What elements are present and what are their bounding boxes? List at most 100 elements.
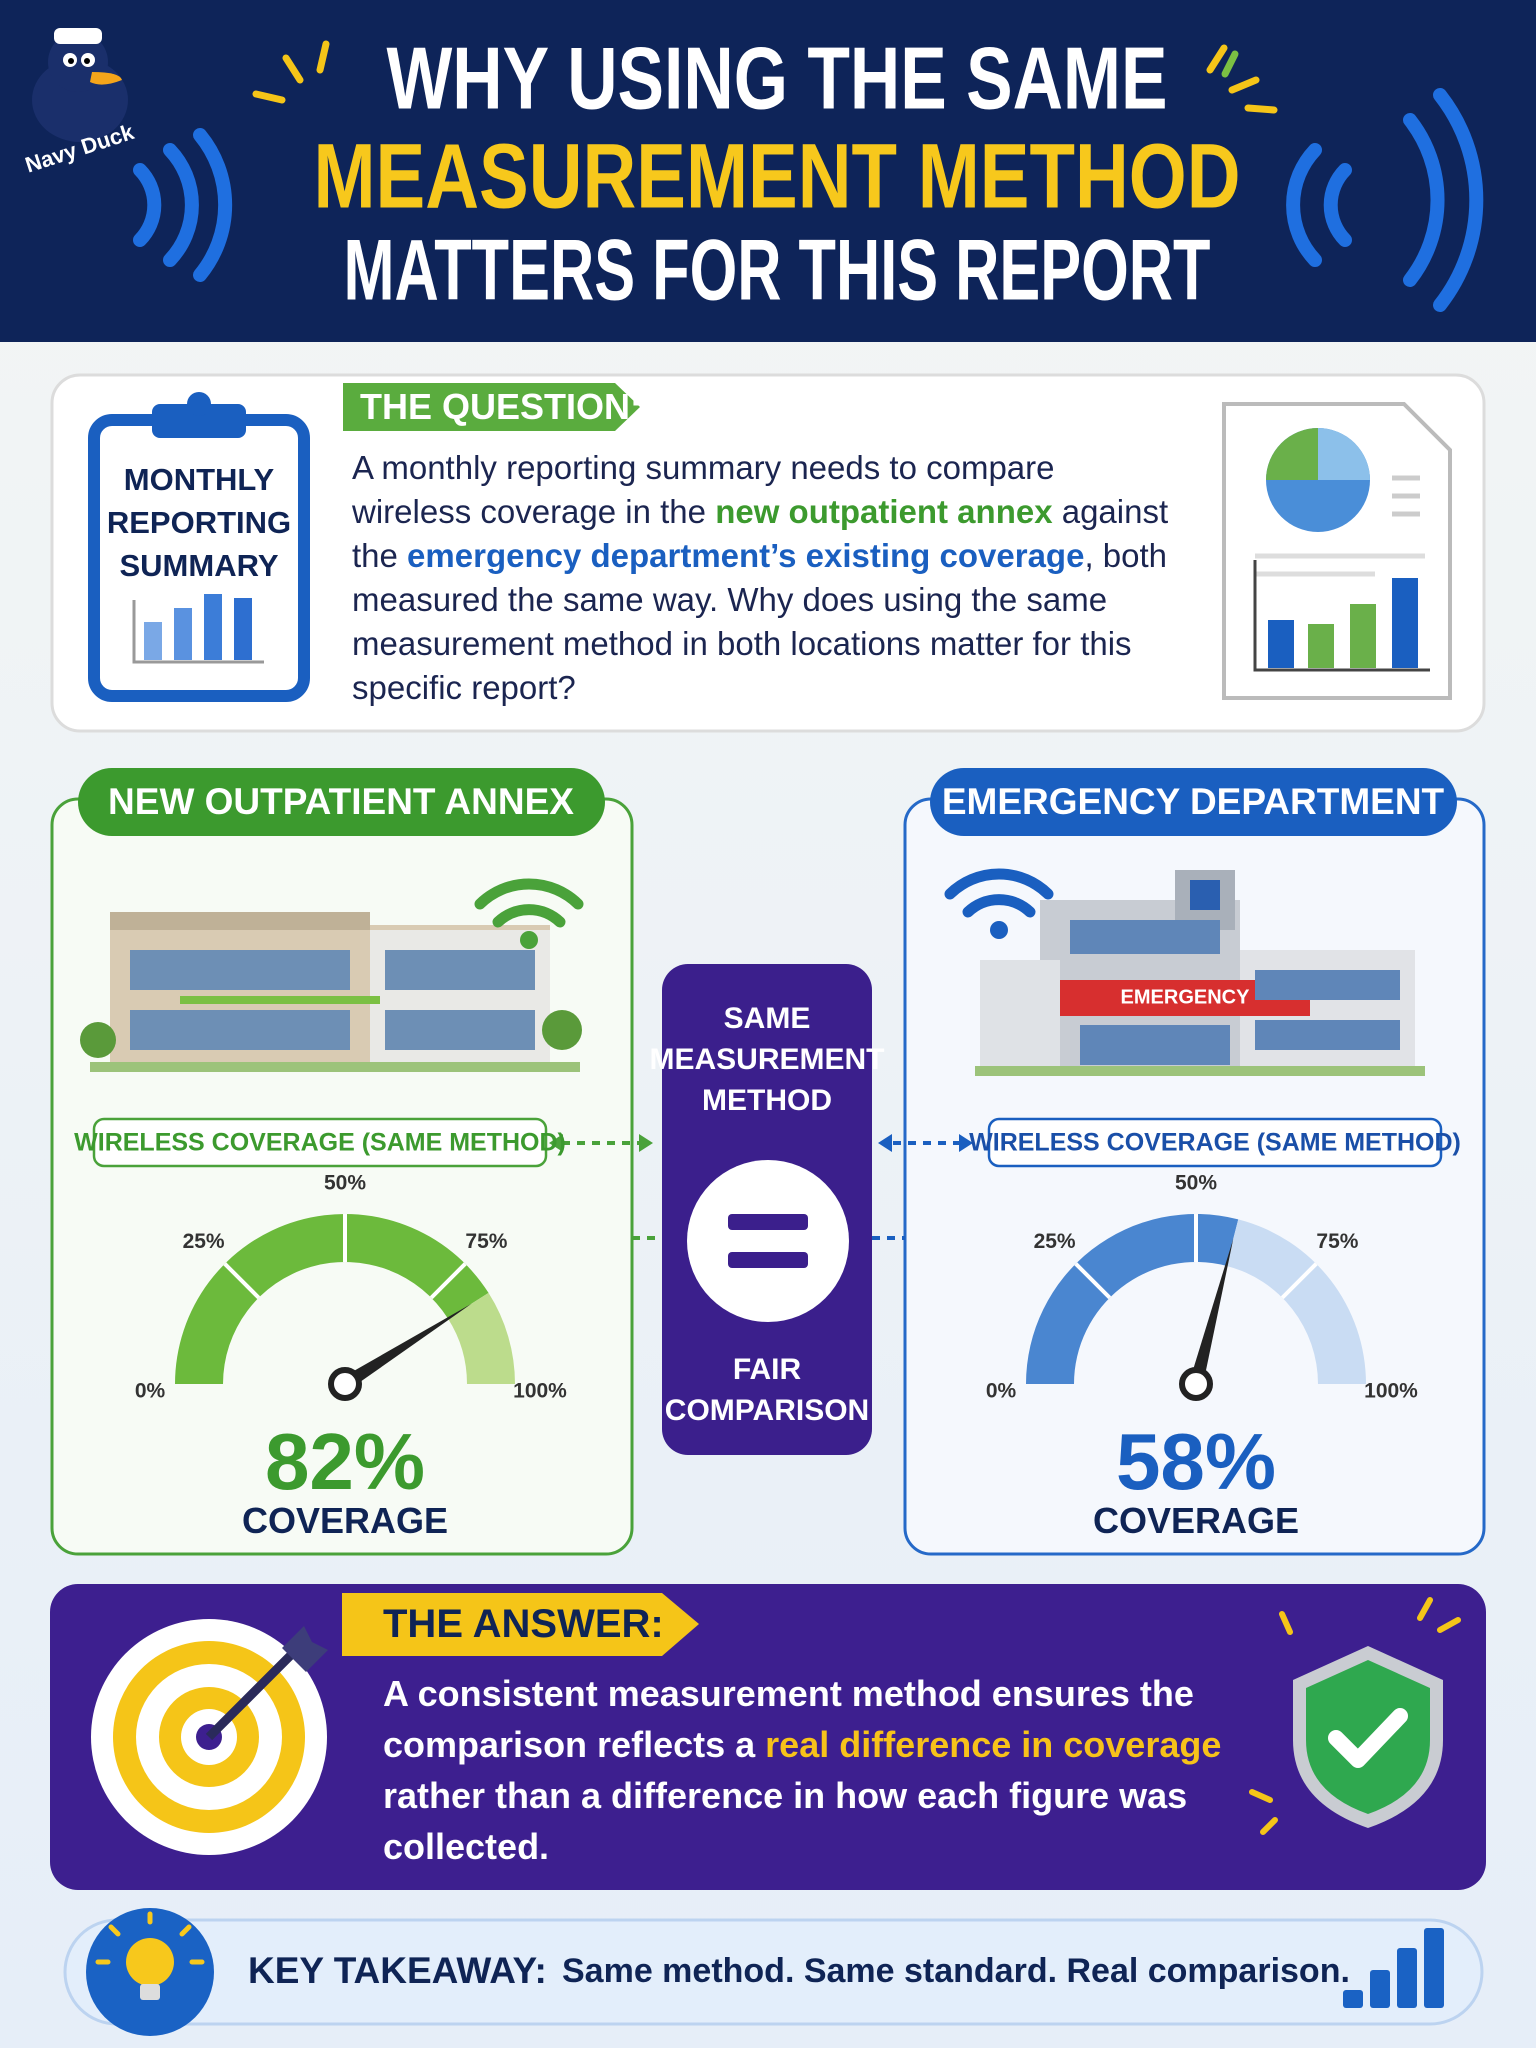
annex-building-part [542, 1010, 582, 1050]
emergency-building-part [1070, 920, 1400, 1065]
annex-building-part [130, 950, 535, 1050]
takeaway-bar-part [95, 1911, 205, 1965]
metric-pill-part [987, 1117, 1443, 1168]
question-heading: THE QUESTION: [360, 386, 643, 427]
annex-building-part-part [130, 1010, 350, 1050]
center-card-part [728, 1214, 808, 1230]
brand-logo [32, 28, 128, 142]
report-document-icon-part [1255, 553, 1425, 577]
emergency-wifi-icon-part [944, 868, 1054, 900]
emergency-building-part [1190, 880, 1220, 910]
text-segment: rather than a difference in how each fig… [383, 1775, 1188, 1867]
gauge-caption: COVERAGE [241, 1500, 449, 1541]
question-card [50, 373, 1486, 733]
center-card-part [687, 1160, 849, 1322]
emergency-wifi-icon-part [962, 894, 1036, 918]
report-document-icon-part [1268, 620, 1294, 668]
annex-wifi-icon [474, 878, 584, 949]
annex-building-part-part [130, 950, 350, 990]
emergency-panel-part [930, 768, 1457, 836]
text-segment: , both measured the same way. Why does u… [352, 537, 1168, 706]
center-line: MEASUREMENT [649, 1043, 885, 1076]
brand-logo-part [54, 28, 102, 44]
text-segment: against the [352, 493, 1169, 574]
center-card-part [728, 1252, 808, 1268]
takeaway-bar-part [140, 1984, 160, 2000]
target-icon-part [282, 1626, 328, 1672]
emergency-building-part-part [1255, 970, 1400, 1000]
annex-panel-part [78, 768, 605, 836]
takeaway-bar-part [126, 1938, 174, 1986]
title-line: MEASUREMENT METHOD [314, 125, 1241, 227]
header-background-part [1286, 88, 1484, 312]
report-document-icon-part [1253, 560, 1430, 672]
gauges: 0% 25% 50% 75% 100% 0% 25% 50% 75% 100% [135, 1172, 1418, 1403]
header-background-part [0, 0, 1536, 342]
panel-title: NEW OUTPATIENT ANNEX [108, 781, 574, 822]
clipboard-icon-part [234, 598, 252, 660]
shield-icon [1249, 1597, 1461, 1835]
center-result: FAIR COMPARISON [665, 1349, 869, 1431]
metric-label: WIRELESS COVERAGE (SAME METHOD) [969, 1128, 1461, 1157]
annex-building-part-part [385, 950, 535, 990]
takeaway-bar-part [1397, 1948, 1417, 2008]
annex-wifi-icon-part [520, 931, 538, 949]
takeaway-label: KEY TAKEAWAY: [248, 1950, 547, 1991]
takeaway-bar [63, 1908, 1484, 2036]
gauge-tick-label: 75% [1316, 1230, 1358, 1253]
clipboard-icon [88, 392, 310, 702]
target-icon [91, 1619, 328, 1855]
gauge-tick-label: 0% [986, 1380, 1017, 1403]
text-segment: A monthly reporting summary needs to com… [352, 449, 1055, 530]
icon-label-line: REPORTING [106, 505, 292, 540]
answer-card-part [342, 1593, 699, 1656]
gauge-tick-label: 75% [465, 1230, 507, 1253]
shield-icon-part [1328, 1708, 1408, 1768]
takeaway-bar-part [1370, 1970, 1390, 2008]
question-card-part [343, 383, 640, 431]
gauge-divider [1280, 1262, 1318, 1300]
clipboard-icon-part [132, 600, 264, 664]
gauge-divider [223, 1262, 261, 1300]
report-document-icon-part [1392, 475, 1420, 517]
gauge-value: 82% [264, 1417, 426, 1506]
emergency-building-part [980, 960, 1060, 1070]
takeaway-bar-part [1424, 1928, 1444, 2008]
annex-wifi-icon-part [474, 878, 584, 910]
gauge-divider [1074, 1262, 1112, 1300]
question-card-part [50, 373, 1486, 733]
metric-pill [92, 1117, 1443, 1168]
text-segment: real difference in coverage [765, 1724, 1222, 1765]
gauge-rest [448, 1292, 515, 1384]
gauge-rest [1226, 1219, 1366, 1384]
gauge-hub [1179, 1367, 1213, 1401]
annex-wifi-icon-part [492, 904, 566, 928]
answer-text: A consistent measurement method ensures … [383, 1668, 1283, 1872]
gauge-needle [1189, 1238, 1234, 1386]
answer-card [50, 1584, 1486, 1890]
takeaway-bar-part [63, 1918, 1484, 2026]
emergency-wifi-icon [944, 868, 1054, 939]
shield-icon-part [1306, 1660, 1430, 1814]
emergency-building [975, 870, 1425, 1076]
icon-label-line: SUMMARY [119, 548, 279, 583]
report-document-icon-part [1308, 624, 1334, 668]
icon-label: MONTHLY REPORTING SUMMARY [107, 458, 291, 587]
gauge-tick-label: 50% [324, 1172, 366, 1195]
brand-logo-part [68, 58, 74, 64]
annex-building-part [80, 1022, 116, 1058]
gauge-tick-label: 0% [135, 1380, 166, 1403]
building-sign: EMERGENCY [1121, 986, 1251, 1008]
report-document-icon-part [1350, 604, 1376, 668]
text-segment: A consistent measurement method ensures … [383, 1673, 1194, 1765]
takeaway-bar-part [1343, 1990, 1363, 2008]
brand-logo-part [84, 58, 90, 64]
center-line: SAME [723, 1002, 811, 1035]
center-line: METHOD [701, 1084, 832, 1117]
brand-logo-part [90, 72, 122, 85]
metric-label: WIRELESS COVERAGE (SAME METHOD) [74, 1128, 566, 1157]
emergency-building-part-part [1255, 1020, 1400, 1050]
answer-card-part [50, 1584, 1486, 1890]
gauge-tick-label: 25% [183, 1230, 225, 1253]
